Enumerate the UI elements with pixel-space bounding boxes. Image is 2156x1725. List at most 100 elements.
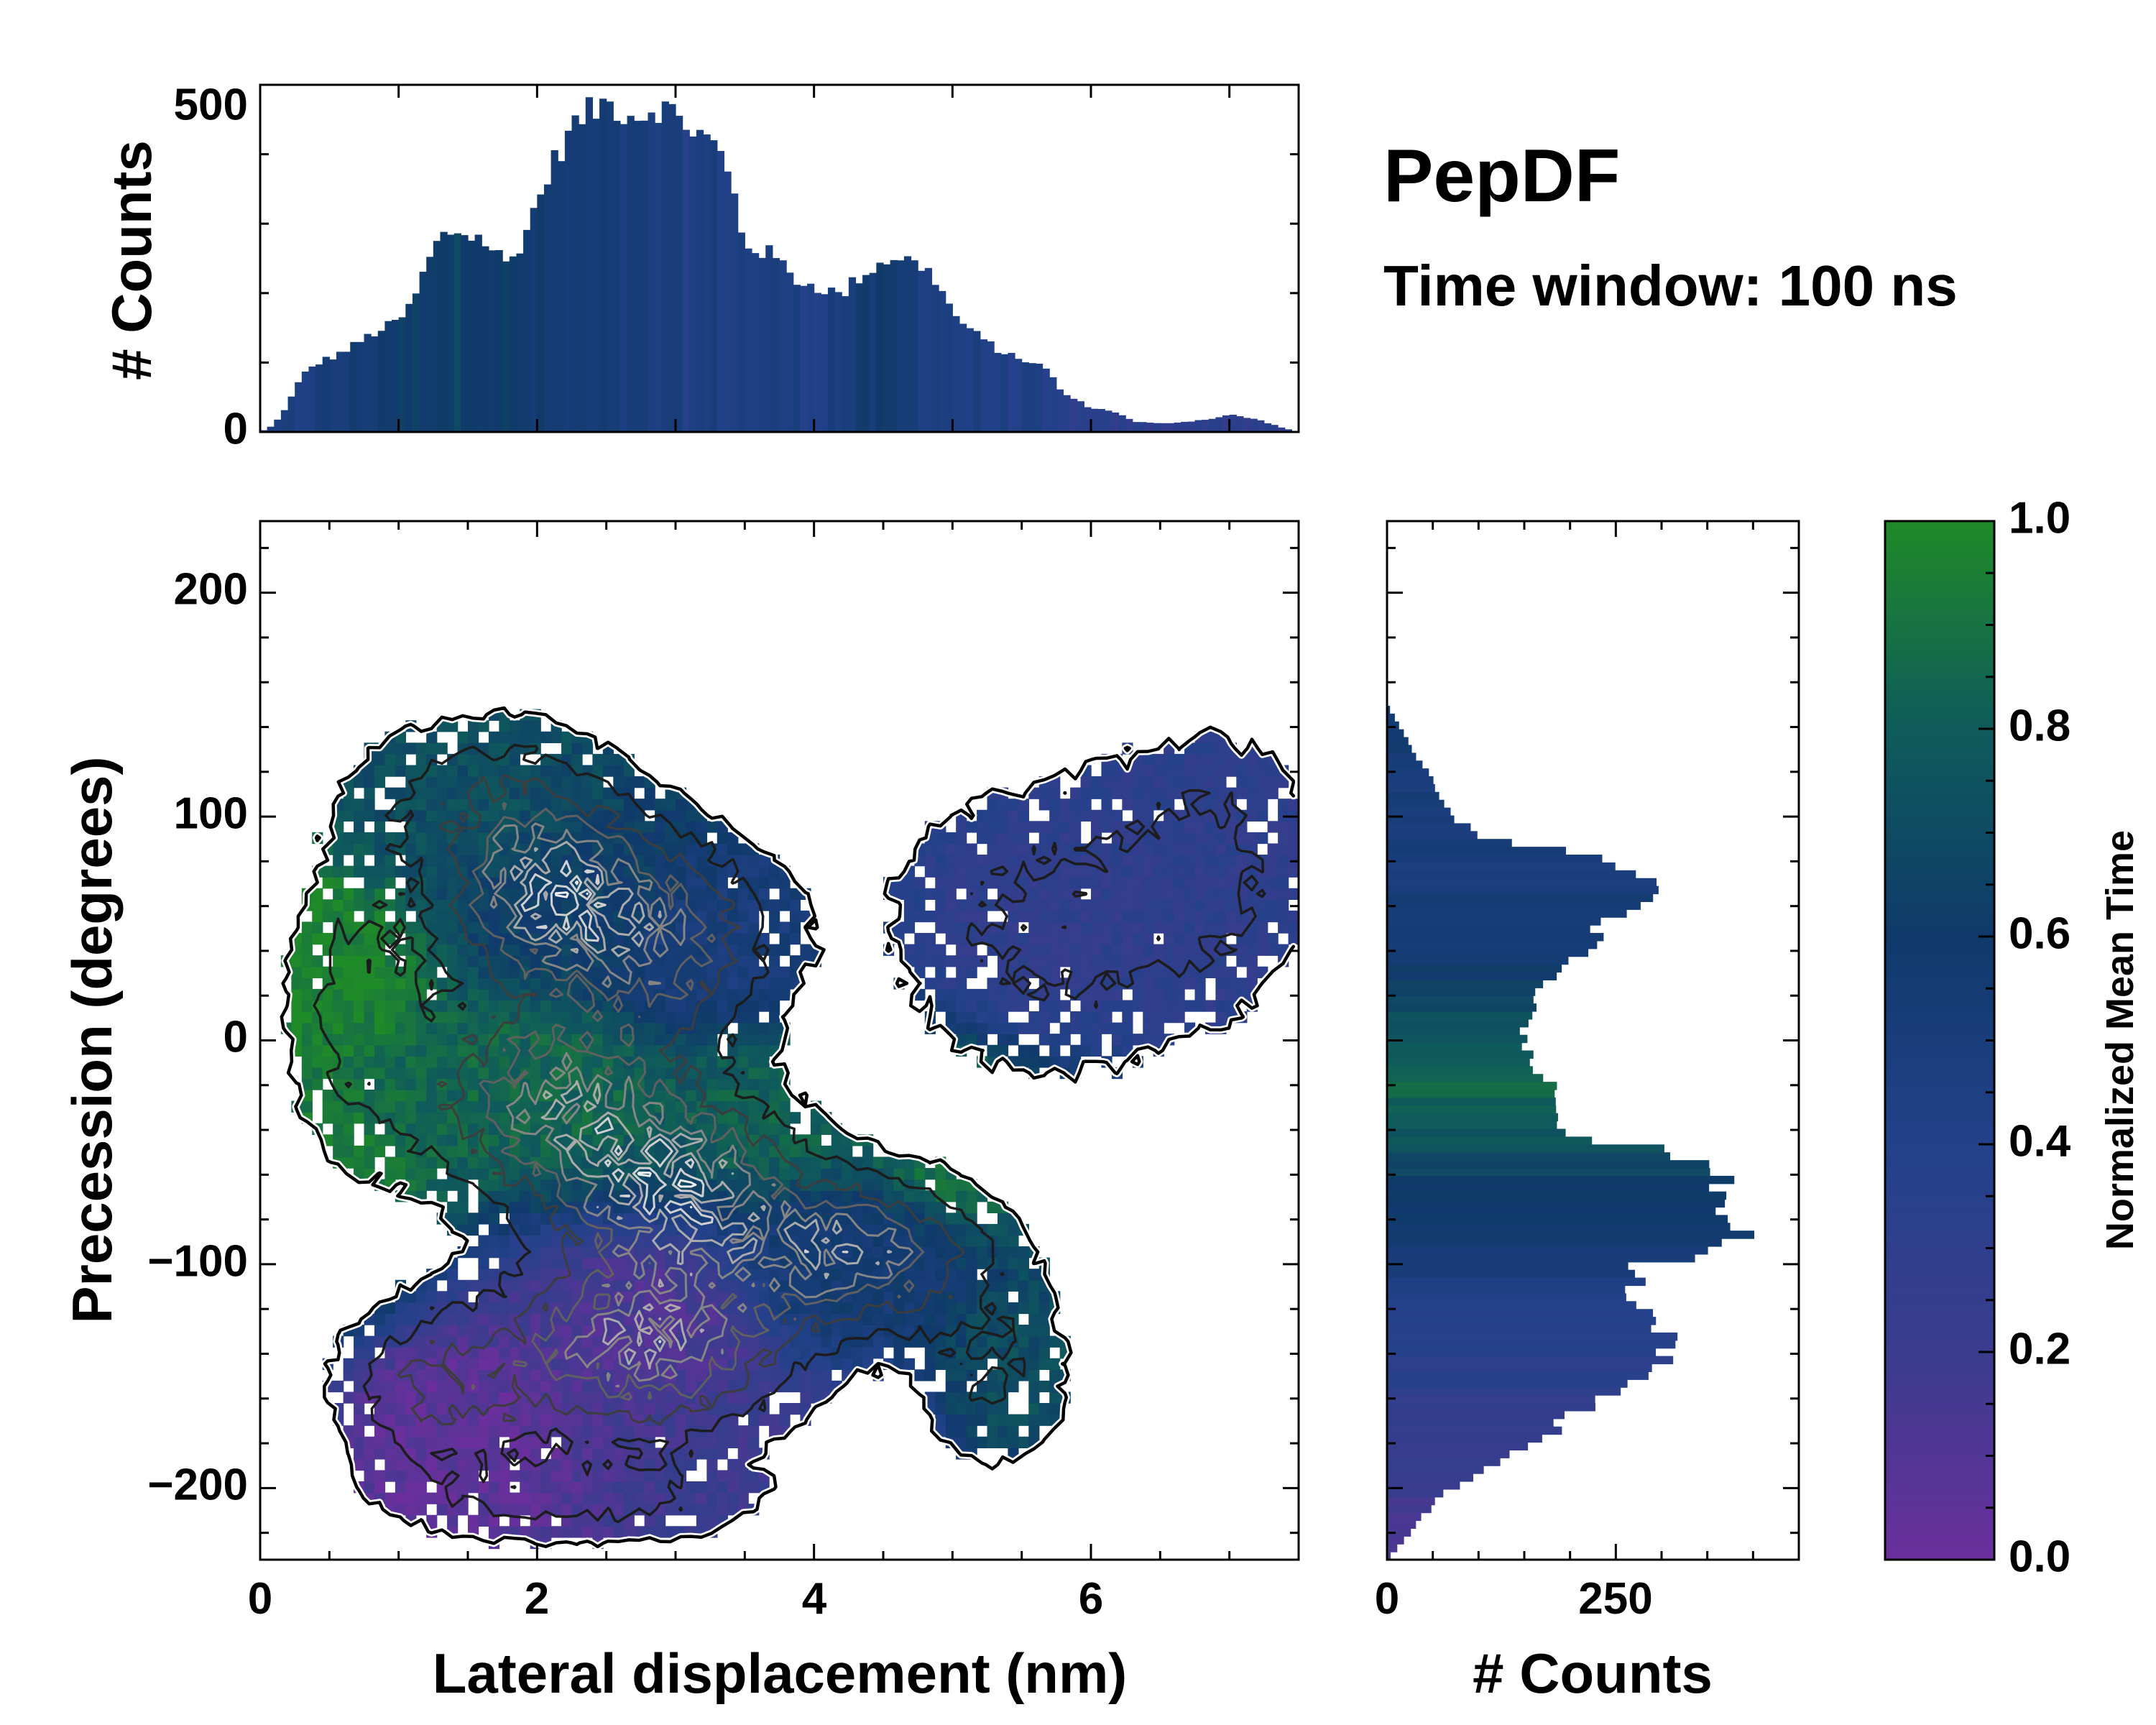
heatmap-cell	[748, 1369, 760, 1381]
heatmap-cell	[488, 799, 500, 811]
top-histogram-bar	[315, 364, 323, 432]
heatmap-cell	[1267, 787, 1279, 799]
heatmap-cell	[530, 720, 541, 732]
heatmap-cell	[1184, 1000, 1196, 1012]
heatmap-cell	[1122, 799, 1133, 811]
heatmap-cell	[540, 1514, 552, 1527]
heatmap-cell	[634, 1213, 645, 1225]
heatmap-cell	[384, 1347, 396, 1359]
heatmap-cell	[447, 1179, 459, 1191]
heatmap-cell	[384, 1156, 396, 1169]
heatmap-cell	[436, 1458, 448, 1471]
heatmap-cell	[592, 1034, 604, 1046]
heatmap-cell	[1028, 1425, 1040, 1438]
heatmap-cell	[571, 1458, 583, 1471]
heatmap-cell	[1059, 832, 1071, 845]
top-histogram-bar	[1035, 363, 1044, 432]
heatmap-cell	[354, 1044, 365, 1057]
heatmap-cell	[478, 1436, 489, 1448]
heatmap-cell	[1143, 855, 1154, 867]
heatmap-cell	[447, 809, 459, 822]
heatmap-cell	[561, 731, 573, 744]
heatmap-cell	[1028, 1269, 1040, 1281]
heatmap-cell	[540, 1257, 552, 1269]
heatmap-cell	[499, 921, 510, 934]
heatmap-cell	[696, 821, 708, 833]
heatmap-cell	[862, 1213, 874, 1225]
heatmap-cell	[1215, 1000, 1227, 1012]
heatmap-cell	[333, 1022, 344, 1034]
heatmap-cell	[1122, 877, 1133, 889]
heatmap-cell	[997, 933, 1009, 945]
heatmap-cell	[384, 1022, 396, 1034]
heatmap-cell	[374, 1358, 386, 1370]
heatmap-cell	[488, 1213, 500, 1225]
heatmap-cell	[592, 1448, 604, 1460]
top-histogram-bar	[433, 241, 441, 432]
heatmap-cell	[592, 1470, 604, 1482]
heatmap-cell	[1038, 888, 1050, 901]
heatmap-cell	[343, 1156, 354, 1169]
heatmap-cell	[748, 1380, 760, 1393]
heatmap-cell	[550, 1257, 562, 1269]
heatmap-cell	[1288, 933, 1299, 945]
heatmap-cell	[364, 1034, 375, 1046]
heatmap-cell	[758, 1145, 770, 1158]
heatmap-cell	[478, 1392, 489, 1404]
heatmap-cell	[1174, 765, 1185, 777]
heatmap-cell	[1143, 899, 1154, 911]
top-histogram-bar	[703, 134, 711, 432]
heatmap-cell	[457, 855, 469, 867]
heatmap-cell	[488, 821, 500, 833]
heatmap-cell	[1091, 877, 1102, 889]
heatmap-cell	[488, 1134, 500, 1146]
heatmap-cell	[977, 1000, 988, 1012]
heatmap-cell	[966, 865, 977, 878]
heatmap-cell	[468, 720, 479, 732]
heatmap-cell	[1111, 855, 1123, 867]
heatmap-cell	[415, 1392, 427, 1404]
top-histogram-bar	[800, 285, 808, 432]
heatmap-cell	[1132, 899, 1143, 911]
heatmap-cell	[613, 1414, 625, 1426]
heatmap-cell	[592, 1335, 604, 1348]
heatmap-cell	[395, 988, 406, 1001]
heatmap-cell	[488, 1179, 500, 1191]
heatmap-cell	[426, 1514, 438, 1527]
heatmap-cell	[737, 855, 749, 867]
heatmap-cell	[737, 966, 749, 979]
heatmap-cell	[623, 821, 635, 833]
heatmap-cell	[623, 1011, 635, 1024]
heatmap-cell	[696, 888, 708, 901]
heatmap-cell	[550, 1313, 562, 1325]
heatmap-cell	[1028, 1380, 1040, 1393]
heatmap-cell	[1122, 921, 1133, 934]
heatmap-cell	[1153, 966, 1164, 979]
heatmap-cell	[395, 1156, 406, 1169]
heatmap-cell	[893, 1347, 905, 1359]
heatmap-cell	[364, 1470, 375, 1482]
heatmap-cell	[405, 1302, 417, 1315]
heatmap-cell	[1132, 787, 1143, 799]
heatmap-cell	[354, 1347, 365, 1359]
heatmap-cell	[1153, 988, 1164, 1001]
heatmap-cell	[1267, 944, 1279, 956]
heatmap-cell	[1194, 742, 1206, 755]
heatmap-cell	[1174, 1000, 1185, 1012]
heatmap-cell	[312, 1067, 323, 1080]
top-histogram-bar	[371, 336, 379, 432]
heatmap-cell	[457, 899, 469, 911]
heatmap-cell	[1008, 1380, 1019, 1393]
heatmap-cell	[1236, 776, 1248, 788]
heatmap-cell	[862, 1246, 874, 1259]
heatmap-cell	[520, 1179, 531, 1191]
heatmap-cell	[893, 1279, 905, 1292]
heatmap-cell	[426, 1022, 438, 1034]
heatmap-cell	[1038, 1335, 1050, 1348]
heatmap-cell	[872, 1235, 884, 1247]
heatmap-cell	[395, 1481, 406, 1494]
heatmap-cell	[478, 809, 489, 822]
heatmap-cell	[676, 799, 687, 811]
heatmap-cell	[769, 865, 780, 878]
top-histogram-bar	[634, 121, 642, 433]
